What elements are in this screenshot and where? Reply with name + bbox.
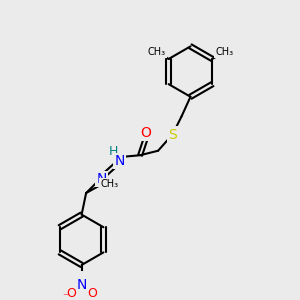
Text: CH₃: CH₃	[148, 47, 166, 57]
Text: N: N	[76, 278, 87, 292]
Text: S: S	[168, 128, 177, 142]
Text: N: N	[96, 172, 106, 186]
Text: O: O	[88, 287, 98, 300]
Text: CH₃: CH₃	[100, 179, 118, 189]
Text: H: H	[108, 145, 118, 158]
Text: O: O	[66, 287, 76, 300]
Text: CH₃: CH₃	[215, 47, 233, 57]
Text: O: O	[140, 126, 151, 140]
Text: ⁻: ⁻	[62, 292, 68, 300]
Text: N: N	[114, 154, 124, 168]
